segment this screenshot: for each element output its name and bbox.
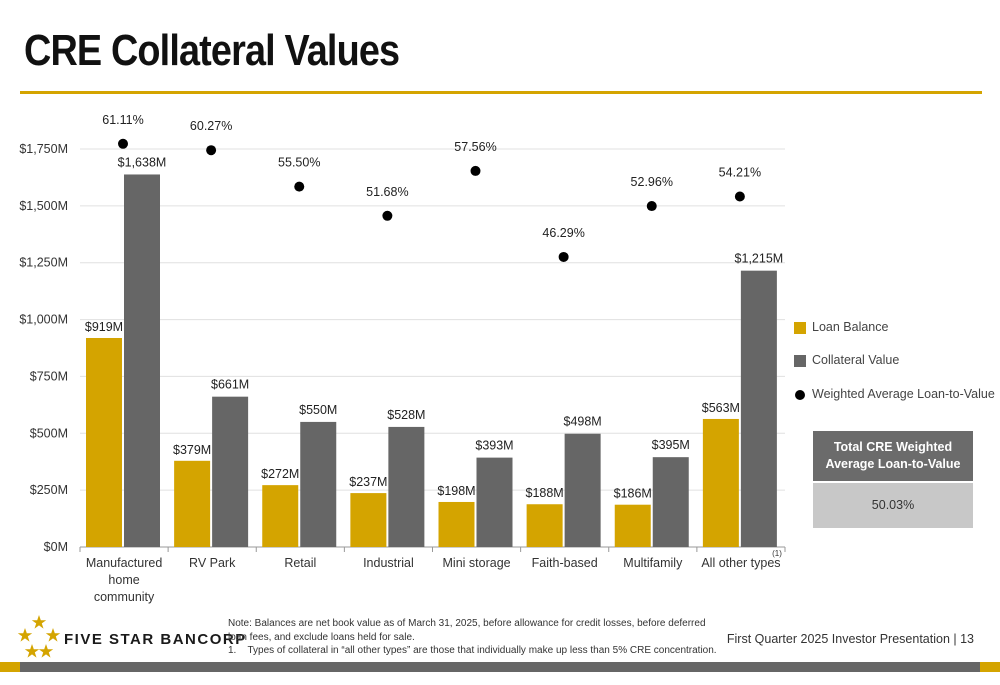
footnote-note: Note: Balances are net book value as of …: [228, 618, 706, 643]
legend-label-loan-balance: Loan Balance: [812, 320, 889, 334]
data-label-loan-balance: $186M: [614, 487, 652, 501]
bar-loan-balance: [262, 485, 299, 547]
bar-collateral-value: [476, 457, 513, 547]
logo-wordmark: FIVE STAR BANCORP: [64, 631, 247, 648]
data-label-ltv: 52.96%: [631, 175, 673, 189]
legend-label-collateral-value: Collateral Value: [812, 353, 900, 367]
data-label-collateral-value: $661M: [211, 378, 249, 392]
y-tick-label: $1,250M: [19, 256, 68, 270]
x-category-label: Retail: [284, 556, 316, 570]
ltv-point: [118, 138, 128, 149]
bar-collateral-value: [740, 270, 777, 547]
bar-loan-balance: [350, 493, 387, 547]
data-label-ltv: 57.56%: [454, 140, 496, 154]
y-tick-label: $500M: [30, 426, 68, 440]
ltv-point: [294, 181, 305, 192]
bar-loan-balance: [614, 504, 651, 547]
ltv-point: [646, 201, 657, 212]
x-category-label: community: [94, 590, 155, 604]
x-category-label: Industrial: [363, 556, 414, 570]
bottom-bar-accent-left: [0, 662, 20, 672]
legend-label-ltv: Weighted Average Loan-to-Value: [812, 387, 995, 401]
bar-loan-balance: [86, 337, 122, 547]
legend-dot-ltv: [795, 390, 805, 400]
bar-collateral-value: [652, 457, 689, 547]
x-category-label: Manufactured: [86, 556, 162, 570]
data-label-collateral-value: $498M: [564, 415, 602, 429]
data-label-ltv: 46.29%: [542, 226, 584, 240]
bottom-bar-accent-right: [980, 662, 1000, 672]
x-category-label: All other types: [701, 556, 780, 570]
bar-collateral-value: [564, 433, 601, 547]
bar-collateral-value: [212, 396, 249, 547]
ltv-point: [734, 191, 745, 202]
bottom-accent-bar: [0, 662, 1000, 672]
footnote: Note: Balances are net book value as of …: [228, 617, 718, 658]
data-label-ltv: 55.50%: [278, 156, 320, 170]
data-label-ltv: 54.21%: [719, 165, 761, 179]
data-label-collateral-value: $393M: [475, 439, 513, 453]
data-label-loan-balance: $188M: [526, 486, 564, 500]
y-tick-label: $250M: [30, 483, 68, 497]
bar-collateral-value: [388, 426, 425, 547]
y-tick-label: $1,750M: [19, 142, 68, 156]
x-category-label: home: [108, 573, 139, 587]
data-label-collateral-value: $528M: [387, 408, 425, 422]
data-label-loan-balance: $237M: [349, 475, 387, 489]
summary-value: 50.03%: [813, 483, 973, 528]
bar-loan-balance: [526, 504, 563, 547]
category-footnote-marker: (1): [772, 549, 782, 558]
data-label-collateral-value: $1,638M: [118, 155, 167, 169]
ltv-point: [382, 210, 393, 221]
data-label-loan-balance: $272M: [261, 467, 299, 481]
data-label-loan-balance: $198M: [437, 484, 475, 498]
footnote-1: 1. Types of collateral in “all other typ…: [228, 645, 717, 656]
summary-header: Total CRE Weighted Average Loan-to-Value: [813, 431, 973, 481]
presentation-footer: First Quarter 2025 Investor Presentation…: [726, 632, 974, 646]
data-label-collateral-value: $1,215M: [735, 252, 784, 266]
bar-loan-balance: [702, 418, 739, 547]
legend-swatch-loan-balance: [794, 322, 806, 334]
data-label-ltv: 51.68%: [366, 185, 408, 199]
x-category-label: Multifamily: [623, 556, 683, 570]
y-tick-label: $1,000M: [19, 313, 68, 327]
x-category-label: Mini storage: [443, 556, 511, 570]
bar-collateral-value: [124, 174, 160, 548]
data-label-loan-balance: $563M: [702, 401, 740, 415]
page-title: CRE Collateral Values: [24, 26, 400, 75]
legend-swatch-collateral-value: [794, 355, 806, 367]
ltv-point: [558, 251, 569, 262]
data-label-collateral-value: $395M: [652, 438, 690, 452]
title-divider: [20, 91, 982, 94]
data-label-ltv: 61.11%: [102, 113, 143, 127]
total-ltv-summary: Total CRE Weighted Average Loan-to-Value…: [813, 431, 973, 528]
bar-collateral-value: [300, 421, 337, 547]
ltv-point: [470, 165, 481, 176]
y-tick-label: $1,500M: [19, 199, 68, 213]
data-label-loan-balance: $919M: [85, 320, 123, 334]
company-logo: FIVE STAR BANCORP: [16, 614, 245, 664]
y-tick-label: $750M: [30, 369, 68, 383]
y-tick-label: $0M: [44, 540, 68, 554]
x-category-label: Faith-based: [532, 556, 598, 570]
data-label-ltv: 60.27%: [190, 119, 232, 133]
data-label-loan-balance: $379M: [173, 443, 211, 457]
bar-loan-balance: [174, 460, 211, 547]
ltv-point: [206, 145, 217, 156]
x-category-label: RV Park: [189, 556, 236, 570]
data-label-collateral-value: $550M: [299, 403, 337, 417]
bar-loan-balance: [438, 501, 475, 547]
stars-logo-icon: [17, 615, 61, 658]
bottom-bar-gray: [20, 662, 980, 672]
